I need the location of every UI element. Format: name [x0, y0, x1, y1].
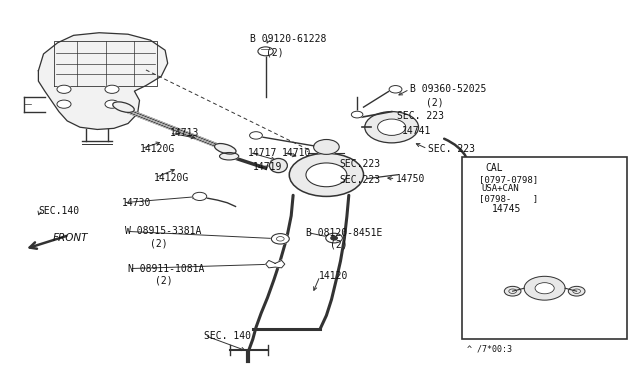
Circle shape [326, 233, 342, 243]
Polygon shape [38, 33, 168, 129]
FancyArrowPatch shape [444, 139, 474, 184]
Text: 14713: 14713 [170, 128, 199, 138]
Circle shape [378, 119, 406, 135]
Text: SEC.140: SEC.140 [38, 206, 79, 216]
Text: N 08911-1081A: N 08911-1081A [128, 264, 204, 273]
Text: [0798-    ]: [0798- ] [479, 194, 538, 203]
Text: 14750: 14750 [396, 174, 425, 183]
Text: 14745: 14745 [492, 204, 521, 214]
Text: B 08120-8451E: B 08120-8451E [306, 228, 382, 237]
Text: USA+CAN: USA+CAN [481, 185, 519, 193]
Circle shape [271, 234, 289, 244]
Circle shape [105, 85, 119, 93]
Text: 14120G: 14120G [154, 173, 189, 183]
Text: CAL: CAL [485, 163, 503, 173]
Text: 14717: 14717 [248, 148, 278, 157]
Circle shape [365, 112, 419, 143]
Text: (2): (2) [155, 276, 173, 286]
Circle shape [250, 132, 262, 139]
Circle shape [57, 85, 71, 93]
Circle shape [193, 192, 207, 201]
Text: SEC. 223: SEC. 223 [428, 144, 474, 154]
Text: 14120: 14120 [319, 271, 348, 281]
Circle shape [314, 140, 339, 154]
Bar [462, 157, 627, 339]
Text: (2): (2) [150, 239, 168, 248]
Text: SEC. 140: SEC. 140 [204, 331, 250, 340]
Circle shape [306, 163, 347, 187]
Text: B 09360-52025: B 09360-52025 [410, 84, 486, 94]
Circle shape [331, 236, 337, 240]
Circle shape [535, 283, 554, 294]
Circle shape [351, 111, 363, 118]
Circle shape [568, 286, 585, 296]
Circle shape [57, 100, 71, 108]
Circle shape [389, 86, 402, 93]
Ellipse shape [214, 144, 236, 154]
Text: 14710: 14710 [282, 148, 311, 157]
Text: (2): (2) [330, 240, 348, 250]
Ellipse shape [113, 102, 134, 112]
Text: (2): (2) [426, 97, 444, 107]
Text: 14120G: 14120G [140, 144, 175, 154]
Circle shape [258, 47, 273, 56]
Text: (2): (2) [266, 48, 284, 58]
Text: [0797-0798]: [0797-0798] [479, 175, 538, 184]
Text: SEC.223: SEC.223 [339, 159, 380, 169]
Text: B 09120-61228: B 09120-61228 [250, 34, 326, 44]
Text: SEC.223: SEC.223 [339, 176, 380, 185]
Text: 14730: 14730 [122, 198, 151, 208]
Circle shape [289, 153, 364, 196]
Polygon shape [266, 260, 285, 268]
Ellipse shape [220, 153, 239, 160]
Text: SEC. 223: SEC. 223 [397, 111, 444, 121]
Text: ^ /7*00:3: ^ /7*00:3 [467, 344, 512, 353]
Circle shape [504, 286, 521, 296]
Text: 14719: 14719 [253, 162, 282, 171]
Text: 14741: 14741 [402, 126, 431, 136]
Ellipse shape [269, 158, 287, 173]
Circle shape [524, 276, 565, 300]
Text: FRONT: FRONT [53, 233, 88, 243]
Circle shape [105, 100, 119, 108]
Text: W 08915-3381A: W 08915-3381A [125, 227, 201, 236]
